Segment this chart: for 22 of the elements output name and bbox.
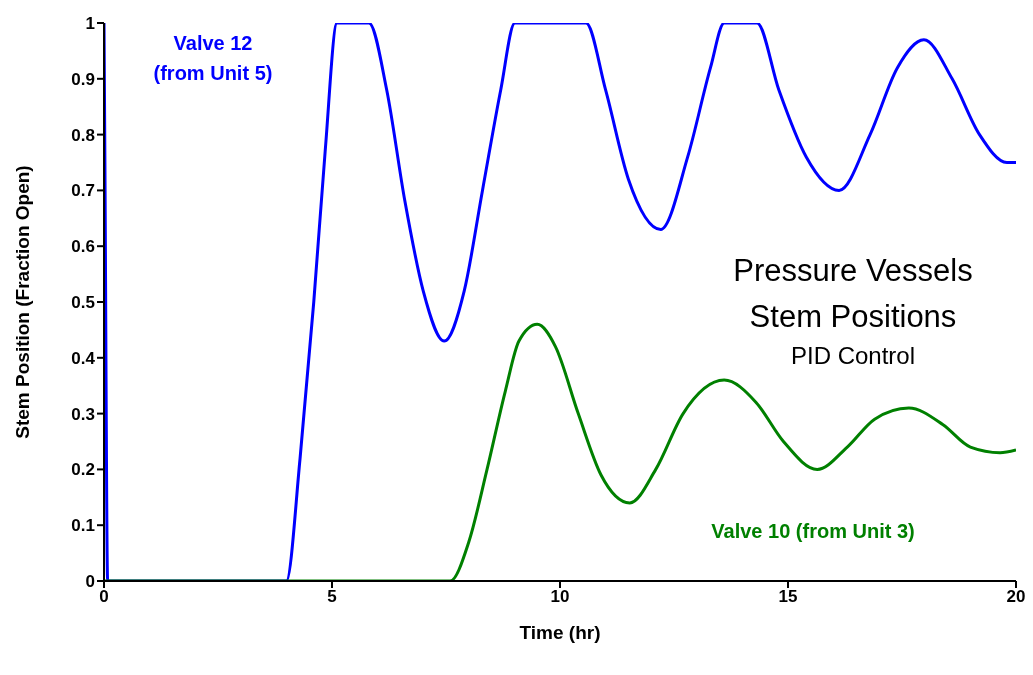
y-tick-label: 0.1 xyxy=(71,516,95,536)
x-axis-title: Time (hr) xyxy=(519,622,601,643)
text: Valve 10 (from Unit 3) xyxy=(710,519,916,544)
x-tick-label: 10 xyxy=(550,587,570,607)
x-tick-label: 15 xyxy=(778,587,798,607)
y-tick-label: 0.5 xyxy=(71,293,95,313)
y-tick-label: 0.7 xyxy=(71,181,95,201)
y-tick-label: 0.3 xyxy=(71,404,95,424)
y-tick-label: 0.4 xyxy=(71,348,96,368)
x-tick-label: 20 xyxy=(1006,587,1026,607)
text: Pressure Vessels Stem Positions xyxy=(732,252,974,336)
y-tick-label: 0.8 xyxy=(71,125,95,145)
y-axis-title: Stem Position (Fraction Open) xyxy=(11,165,33,439)
y-tick-label: 1 xyxy=(85,14,95,34)
y-tick-label: 0.2 xyxy=(71,460,95,480)
y-tick-label: 0 xyxy=(85,572,95,592)
x-tick-label: 0 xyxy=(99,587,109,607)
y-tick-label: 0.9 xyxy=(71,69,95,89)
text: PID Control xyxy=(789,342,916,370)
text: Valve 12 (from Unit 5) xyxy=(152,31,274,86)
y-tick-label: 0.6 xyxy=(71,237,95,257)
x-tick-label: 5 xyxy=(327,587,337,607)
